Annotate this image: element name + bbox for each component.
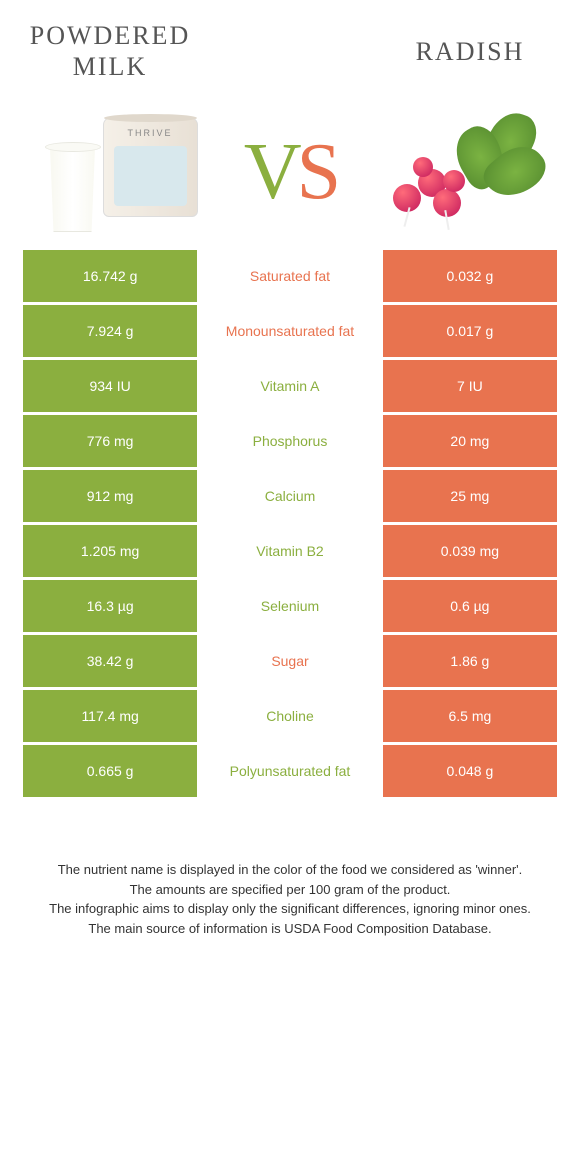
value-right: 0.032 g [383,250,557,302]
nutrient-label: Monounsaturated fat [200,305,380,357]
table-row: 776 mgPhosphorus20 mg [23,415,557,467]
footnote-line: The nutrient name is displayed in the co… [30,860,550,880]
nutrition-table: 16.742 gSaturated fat0.032 g7.924 gMonou… [20,247,560,800]
vs-v: V [244,128,297,216]
vs-label: VS [225,127,355,218]
value-left: 16.742 g [23,250,197,302]
footnote-line: The amounts are specified per 100 gram o… [30,880,550,900]
table-row: 16.3 µgSelenium0.6 µg [23,580,557,632]
value-right: 0.6 µg [383,580,557,632]
nutrient-label: Polyunsaturated fat [200,745,380,797]
footnote-line: The main source of information is USDA F… [30,919,550,939]
table-row: 934 IUVitamin A7 IU [23,360,557,412]
value-left: 776 mg [23,415,197,467]
nutrient-label: Phosphorus [200,415,380,467]
value-right: 0.048 g [383,745,557,797]
nutrient-label: Saturated fat [200,250,380,302]
table-row: 1.205 mgVitamin B20.039 mg [23,525,557,577]
value-right: 6.5 mg [383,690,557,742]
value-left: 7.924 g [23,305,197,357]
value-left: 38.42 g [23,635,197,687]
nutrient-label: Choline [200,690,380,742]
table-row: 0.665 gPolyunsaturated fat0.048 g [23,745,557,797]
value-right: 7 IU [383,360,557,412]
footnotes: The nutrient name is displayed in the co… [20,860,560,938]
value-left: 1.205 mg [23,525,197,577]
table-row: 38.42 gSugar1.86 g [23,635,557,687]
table-row: 912 mgCalcium25 mg [23,470,557,522]
value-left: 117.4 mg [23,690,197,742]
header-row: Powdered Milk Radish [20,20,560,97]
table-row: 16.742 gSaturated fat0.032 g [23,250,557,302]
nutrient-label: Vitamin A [200,360,380,412]
nutrient-label: Selenium [200,580,380,632]
nutrient-label: Vitamin B2 [200,525,380,577]
value-right: 0.039 mg [383,525,557,577]
infographic-container: Powdered Milk Radish THRIVE VS [0,0,580,958]
value-right: 0.017 g [383,305,557,357]
food-left-image: THRIVE [20,107,225,237]
value-right: 1.86 g [383,635,557,687]
food-right-col: Radish [380,36,560,82]
table-row: 117.4 mgCholine6.5 mg [23,690,557,742]
value-left: 912 mg [23,470,197,522]
nutrient-label: Calcium [200,470,380,522]
value-left: 16.3 µg [23,580,197,632]
vs-s: S [297,128,337,216]
food-right-image [355,107,560,237]
value-left: 0.665 g [23,745,197,797]
food-right-title: Radish [380,36,560,67]
value-right: 25 mg [383,470,557,522]
image-row: THRIVE VS [20,107,560,237]
table-row: 7.924 gMonounsaturated fat0.017 g [23,305,557,357]
value-left: 934 IU [23,360,197,412]
radish-icon [378,112,538,232]
powdered-milk-icon: THRIVE [38,112,208,232]
food-left-col: Powdered Milk [20,20,200,97]
value-right: 20 mg [383,415,557,467]
nutrient-label: Sugar [200,635,380,687]
food-left-title: Powdered Milk [20,20,200,82]
footnote-line: The infographic aims to display only the… [30,899,550,919]
